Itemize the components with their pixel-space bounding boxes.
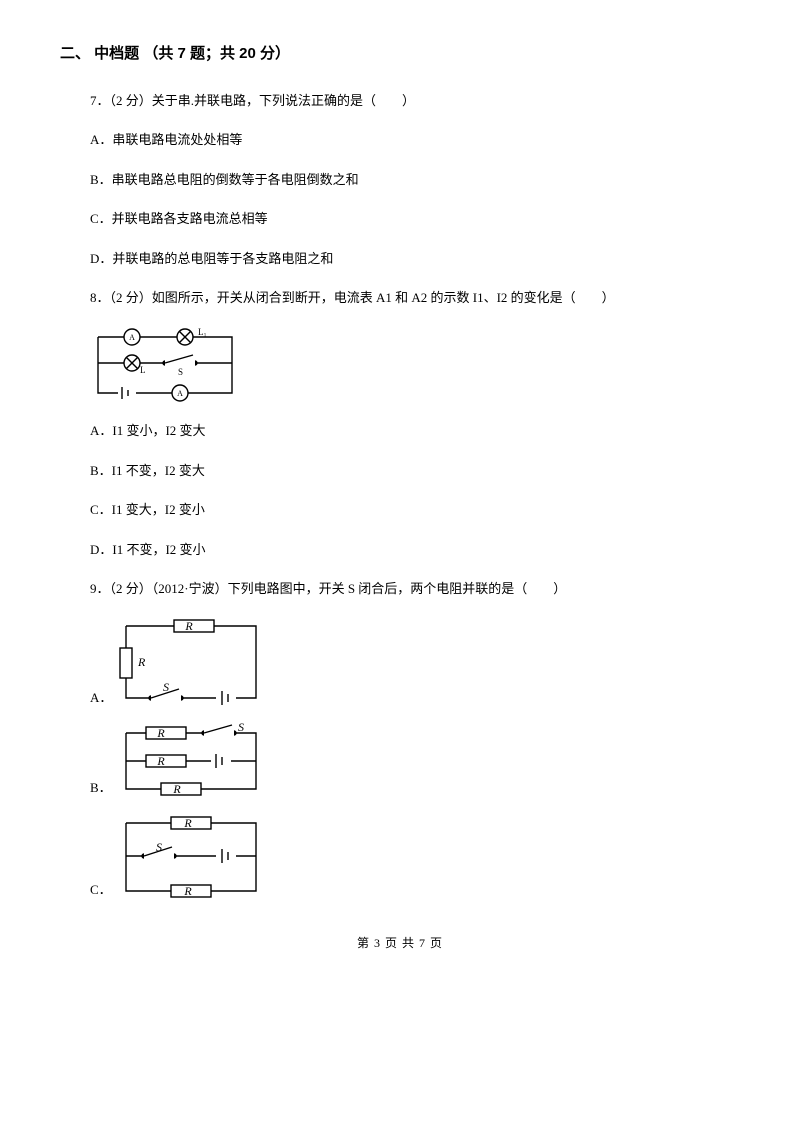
q7-option-d: D．并联电路的总电阻等于各支路电阻之和 (90, 247, 740, 270)
page-footer: 第 3 页 共 7 页 (60, 933, 740, 955)
q9-circuit-a: R R S (116, 616, 266, 711)
r-label-3: R (172, 782, 181, 796)
q9-text: 9．（2 分）（2012·宁波）下列电路图中，开关 S 闭合后，两个电阻并联的是… (90, 577, 740, 600)
r-label: R (156, 726, 165, 740)
q7-option-a: A．串联电路电流处处相等 (90, 128, 740, 151)
r-label: R (185, 619, 194, 633)
s-label: S (178, 367, 183, 377)
q7-option-b: B．串联电路总电阻的倒数等于各电阻倒数之和 (90, 168, 740, 191)
q8-circuit-diagram: A A L₁ L S (90, 325, 240, 403)
r-label-2: R (137, 655, 146, 669)
q8-option-d: D．I1 不变，I2 变小 (90, 538, 740, 561)
r-label: R (183, 816, 192, 830)
q9-option-a-label: A． (90, 686, 112, 711)
l1-label: L₁ (198, 327, 207, 337)
q9-circuit-b: R S R R (116, 721, 266, 801)
section-header: 二、 中档题 （共 7 题；共 20 分） (60, 40, 740, 67)
s-label: S (156, 840, 162, 854)
s-label: S (163, 680, 169, 694)
question-7: 7．（2 分）关于串.并联电路，下列说法正确的是（ ） A．串联电路电流处处相等… (90, 89, 740, 903)
q8-option-a: A．I1 变小，I2 变大 (90, 419, 740, 442)
q7-text: 7．（2 分）关于串.并联电路，下列说法正确的是（ ） (90, 89, 740, 112)
a2-label: A (177, 389, 183, 398)
q9-option-c-label: C． (90, 878, 112, 903)
r-label-2: R (183, 884, 192, 898)
l2-label: L (140, 365, 146, 375)
q8-option-c: C．I1 变大，I2 变小 (90, 498, 740, 521)
q7-option-c: C．并联电路各支路电流总相等 (90, 207, 740, 230)
q9-option-b-label: B． (90, 776, 112, 801)
q8-option-b: B．I1 不变，I2 变大 (90, 459, 740, 482)
q9-option-b-row: B． R (90, 721, 740, 801)
s-label: S (238, 721, 244, 734)
q8-text: 8．（2 分）如图所示，开关从闭合到断开，电流表 A1 和 A2 的示数 I1、… (90, 286, 740, 309)
q9-option-a-row: A． R R S (90, 616, 740, 711)
r-label-2: R (156, 754, 165, 768)
q9-option-c-row: C． R S R (90, 811, 740, 903)
a1-label: A (129, 333, 135, 342)
q9-circuit-c: R S R (116, 811, 266, 903)
